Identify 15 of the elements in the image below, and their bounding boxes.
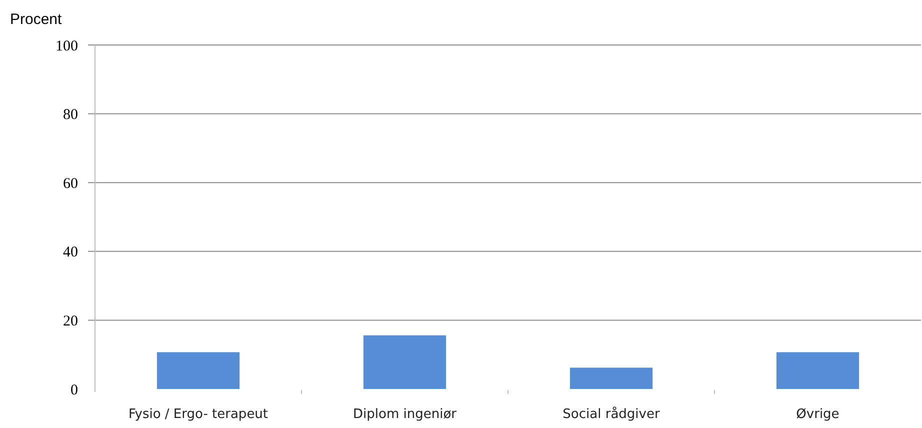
bar [570,368,653,389]
y-tick-label: 80 [63,107,78,124]
y-tick-label: 20 [63,313,78,330]
bar [156,352,240,389]
y-tick-label: 60 [63,176,78,192]
y-tick-label: 100 [56,38,78,54]
x-tick-label: Fysio / Ergo- terapeut [128,407,268,422]
y-axis-title: Procent [10,11,63,28]
x-tick-label: Social rådgiver [562,406,660,422]
y-tick-label: 40 [63,244,78,261]
y-tick-label: 0 [70,382,78,398]
bar [363,335,446,389]
bar [776,352,860,389]
x-tick-label: Øvrige [796,407,840,422]
x-tick-label: Diplom ingeniør [353,407,458,422]
